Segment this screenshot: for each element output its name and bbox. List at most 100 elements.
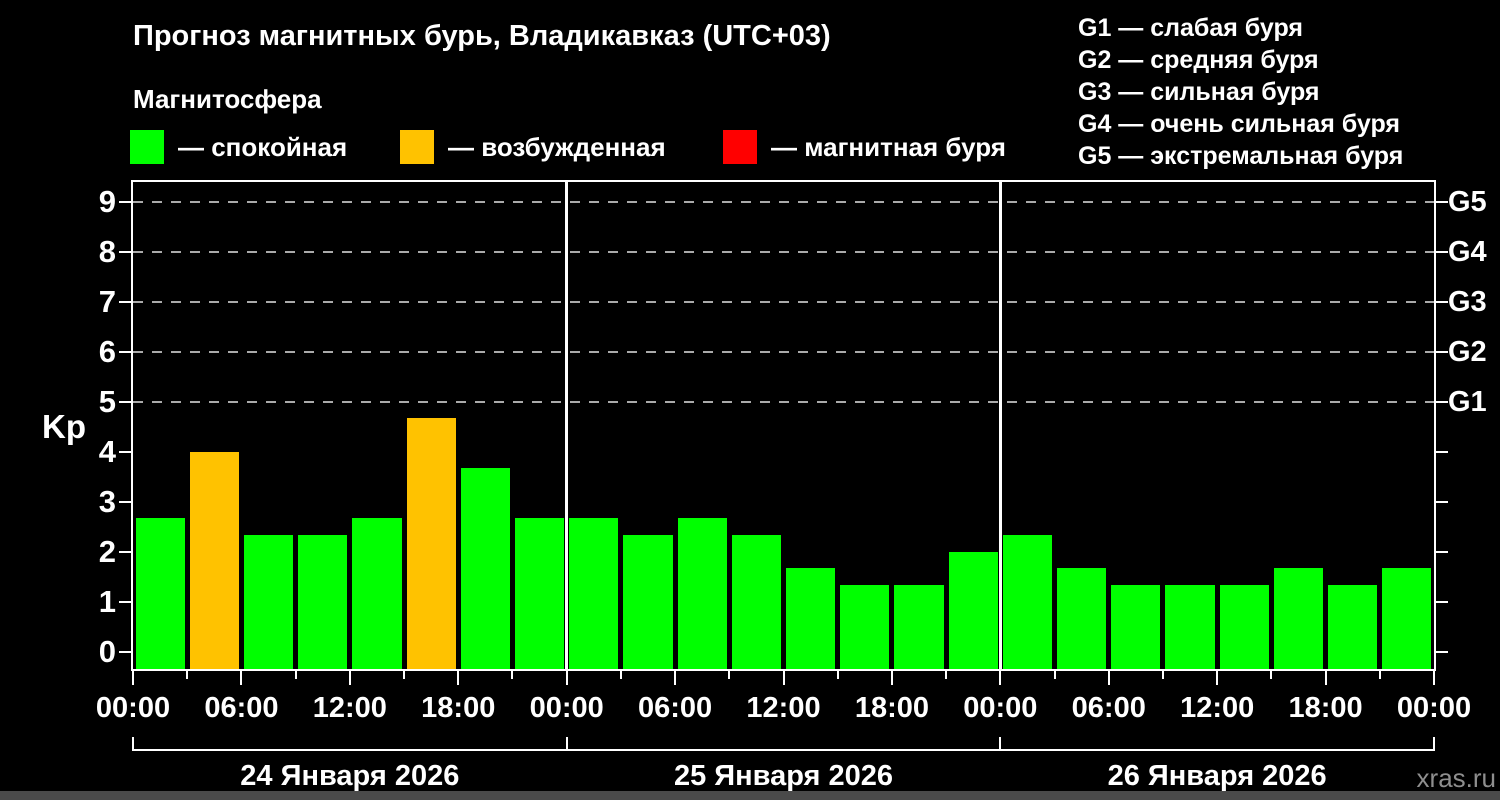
y-axis-tick-right	[1436, 250, 1448, 253]
x-axis-tick	[782, 671, 785, 685]
kp-bar	[1382, 568, 1432, 669]
date-label: 24 Января 2026	[240, 760, 460, 792]
x-axis-tick	[511, 671, 514, 679]
dashed-gridline-kp5	[133, 400, 1434, 403]
kp-bar	[352, 518, 402, 669]
y-axis-tick-label: 4	[98, 433, 116, 469]
magnetosphere-label: Магнитосфера	[133, 84, 322, 114]
storm-swatch	[723, 130, 757, 164]
date-axis-tick	[565, 737, 568, 751]
x-axis-tick	[294, 671, 297, 679]
x-axis-tick	[1161, 671, 1164, 679]
kp-bar	[1219, 585, 1269, 669]
bottom-strip	[0, 791, 1500, 800]
date-axis-tick	[132, 737, 134, 751]
y-axis-tick-label: 9	[98, 183, 116, 219]
x-axis-tick	[457, 671, 460, 685]
g-scale-label: G3	[1448, 285, 1487, 318]
y-axis-tick-right	[1436, 300, 1448, 303]
y-axis-label: Kp	[42, 408, 86, 445]
time-label: 12:00	[746, 692, 821, 724]
y-axis-tick	[119, 650, 131, 653]
legend-item-label: — возбужденная	[448, 131, 666, 162]
kp-bar	[569, 518, 619, 669]
kp-bar	[894, 585, 944, 669]
chart-title: Прогноз магнитных бурь, Владикавказ (UTC…	[133, 20, 831, 52]
date-axis-tick	[999, 737, 1002, 751]
g-scale-label: G4	[1448, 235, 1487, 268]
x-axis-tick	[1270, 671, 1273, 679]
kp-bar	[189, 451, 239, 669]
kp-bar	[135, 518, 185, 669]
storm-scale-legend: G1 — слабая буря G2 — средняя буря G3 — си…	[1078, 12, 1403, 172]
kp-bar	[623, 535, 673, 669]
y-axis-tick-right	[1436, 650, 1448, 653]
kp-bar	[298, 535, 348, 669]
time-label: 18:00	[1288, 692, 1363, 724]
kp-bar	[731, 535, 781, 669]
y-axis-tick-label: 1	[98, 583, 116, 619]
storm-scale-line: G3 — сильная буря	[1078, 78, 1320, 106]
time-label: 00:00	[95, 692, 171, 724]
storm-scale-line: G2 — средняя буря	[1078, 46, 1319, 74]
y-axis-tick	[119, 450, 131, 453]
plot-area	[119, 180, 1448, 685]
x-axis-tick	[1433, 671, 1435, 685]
y-axis-tick-label: 2	[98, 533, 116, 569]
y-axis-tick-label: 0	[98, 633, 116, 669]
y-axis-tick-label: 3	[98, 483, 116, 519]
time-label: 12:00	[1180, 692, 1255, 724]
x-axis-tick	[348, 671, 351, 685]
kp-bar	[1328, 585, 1378, 669]
time-label: 06:00	[637, 692, 713, 724]
y-axis-tick-right	[1436, 550, 1448, 553]
y-axis-tick-label: 5	[98, 383, 116, 419]
kp-bar	[1057, 568, 1107, 669]
kp-state-legend: — спокойная — возбужденная — магнитная бур…	[0, 130, 1500, 170]
y-axis-tick	[119, 200, 131, 203]
dashed-gridline-kp7	[133, 300, 1434, 303]
legend-item-quiet: — спокойная	[130, 130, 347, 164]
legend-item-excited: — возбужденная	[400, 130, 666, 164]
y-axis-tick	[119, 300, 131, 303]
date-axis-line	[133, 749, 1434, 751]
x-axis-tick	[674, 671, 677, 685]
x-axis-tick	[1216, 671, 1219, 685]
xras-watermark-link[interactable]: xras.ru	[1416, 763, 1496, 793]
x-axis-tick	[186, 671, 189, 679]
x-axis-tick	[1324, 671, 1327, 685]
legend-item-label: — спокойная	[178, 131, 348, 162]
kp-bar	[1111, 585, 1161, 669]
time-label: 18:00	[854, 692, 929, 724]
y-axis-tick	[119, 500, 131, 503]
kp-bar	[1165, 585, 1215, 669]
quiet-swatch	[130, 130, 164, 164]
y-axis-tick-right	[1436, 500, 1448, 503]
kp-bar	[1002, 535, 1053, 669]
x-axis-tick	[890, 671, 893, 685]
y-axis-tick-right	[1436, 450, 1448, 453]
time-label: 18:00	[421, 692, 496, 724]
legend-item-label: — магнитная буря	[771, 131, 1006, 162]
excited-swatch	[400, 130, 434, 164]
plot-border-top	[131, 180, 1436, 182]
dashed-gridline-kp8	[133, 250, 1434, 253]
time-label: 00:00	[1396, 692, 1472, 724]
kp-bar	[948, 551, 998, 669]
y-axis-tick-right	[1436, 600, 1448, 603]
y-axis-tick-right	[1436, 400, 1448, 403]
date-label: 25 Января 2026	[673, 760, 894, 792]
g-scale-label: G1	[1448, 385, 1487, 418]
x-axis-tick	[836, 671, 839, 679]
x-axis-tick	[999, 671, 1002, 685]
kp-bar	[786, 568, 836, 669]
time-label: 06:00	[204, 692, 279, 724]
x-axis-tick	[619, 671, 622, 679]
y-axis-tick-right	[1436, 200, 1448, 203]
kp-bar	[460, 468, 510, 669]
dashed-gridline-kp9	[133, 200, 1434, 203]
y-axis-tick	[119, 250, 131, 253]
x-axis-tick	[132, 671, 134, 685]
time-label: 00:00	[529, 692, 604, 724]
